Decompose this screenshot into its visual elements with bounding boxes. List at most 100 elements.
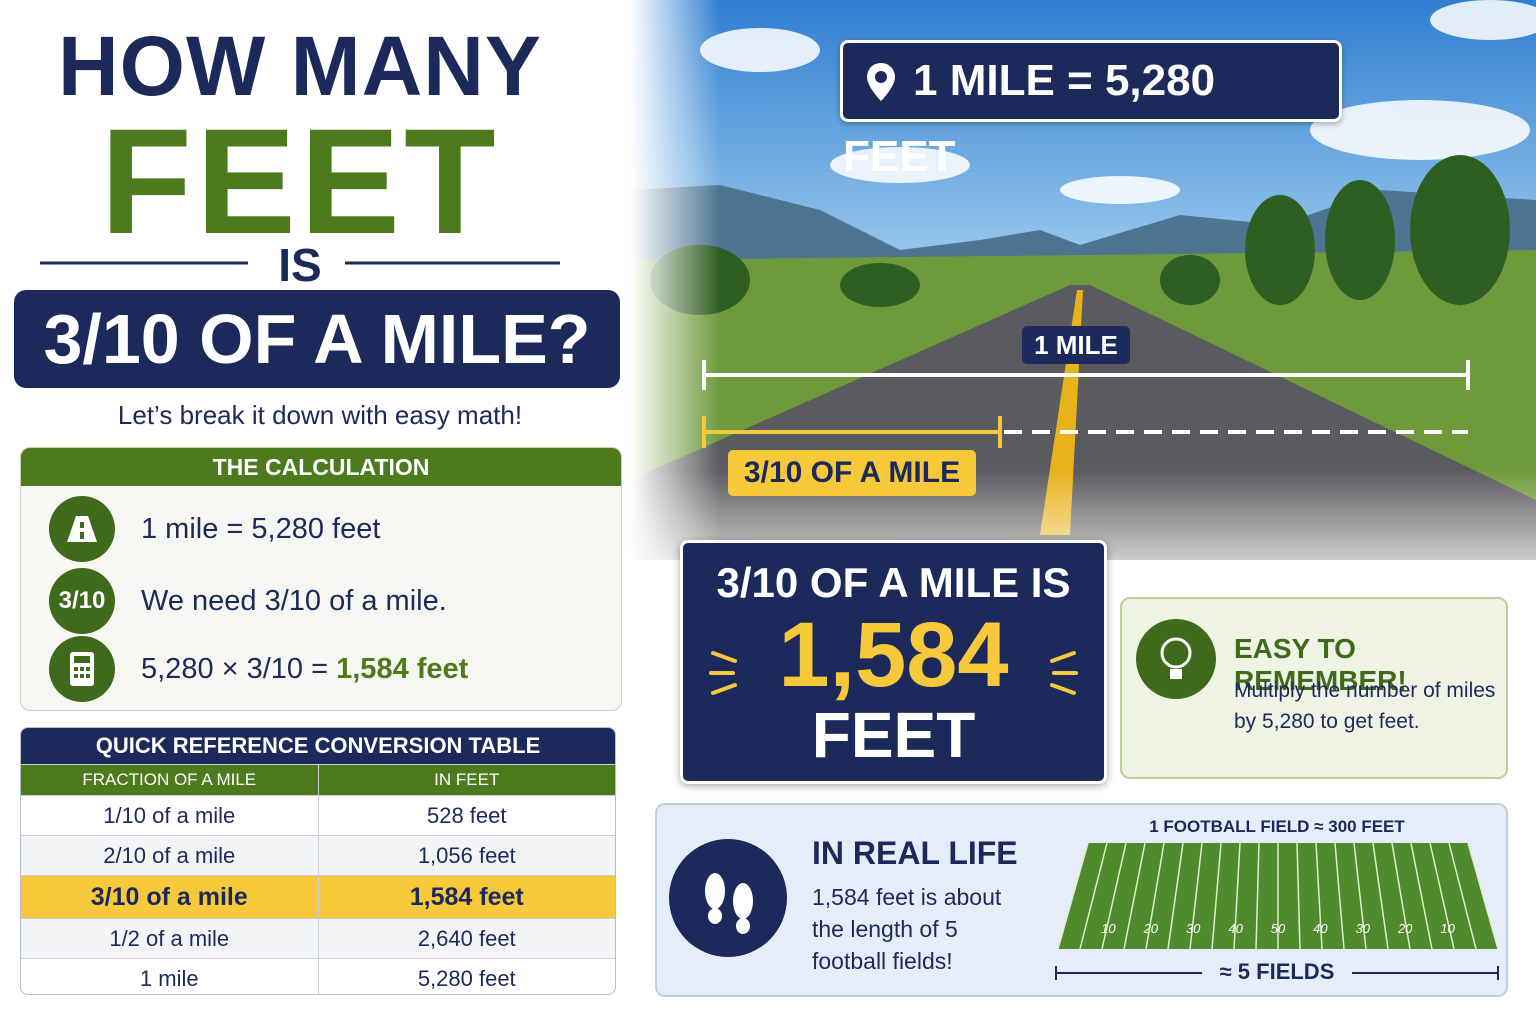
table-row: 1 mile 5,280 feet	[21, 958, 616, 994]
yard-number: 40	[1228, 921, 1243, 936]
table-cell: 3/10 of a mile	[90, 883, 248, 911]
road-icon	[49, 496, 115, 562]
bulb-icon	[1136, 619, 1216, 699]
header-cell: FRACTION OF A MILE	[82, 770, 257, 789]
title-line: FEET	[100, 97, 500, 265]
title-box: 3/10 OF A MILE?	[14, 290, 620, 388]
header-cell: IN FEET	[317, 765, 616, 795]
yard-line	[1211, 842, 1222, 950]
yard-numbers: 10 20 30 40 50 40 30 20 10	[1101, 921, 1455, 936]
yard-line	[1189, 842, 1203, 950]
title-line: HOW MANY	[58, 19, 542, 113]
yard-number: 40	[1313, 921, 1328, 936]
yard-number: 30	[1356, 921, 1371, 936]
table-cell: 2,640 feet	[317, 919, 616, 958]
clouds	[700, 0, 1536, 204]
calculator-icon	[49, 636, 115, 702]
table-row: 1/2 of a mile 2,640 feet	[21, 918, 615, 958]
yard-line	[1372, 842, 1389, 950]
answer: 1,584 feet	[336, 653, 469, 685]
step-text: 1 mile = 5,280 feet	[141, 513, 381, 545]
result-unit: FEET	[811, 699, 976, 771]
yard-line	[1167, 842, 1184, 950]
header-row: FRACTION OF A MILE IN FEET	[21, 764, 615, 795]
tip-card: EASY TO REMEMBER! Multiply the number of…	[1120, 597, 1508, 779]
result-number: 1,584	[778, 604, 1009, 706]
mile-label: 1 MILE	[1022, 326, 1130, 364]
table-row: 1/10 of a mile 528 feet	[21, 795, 615, 835]
yard-line	[1315, 842, 1323, 950]
result-card: 3/10 OF A MILE IS 1,584 FEET	[680, 540, 1107, 784]
yard-number: 10	[1440, 921, 1455, 936]
yard-line	[1391, 842, 1411, 950]
yard-line	[1296, 842, 1301, 950]
span-label: ≈ 5 FIELDS	[1219, 959, 1335, 984]
table-cell: 1/2 of a mile	[109, 926, 230, 951]
real-title: IN REAL LIFE	[812, 835, 1018, 871]
road-measures	[702, 360, 1470, 448]
icon-graphic	[1160, 637, 1192, 679]
yard-line	[1057, 842, 1089, 950]
yard-number: 20	[1143, 921, 1159, 936]
table-body: 1/10 of a mile 528 feet 2/10 of a mile 1,05…	[21, 795, 616, 994]
yard-line	[1255, 842, 1260, 950]
equation: 5,280 × 3/10 =	[141, 653, 337, 685]
icon-graphic	[70, 652, 94, 686]
table-cell: 1 mile	[139, 966, 199, 991]
football-field: 10 20 30 40 50 40 30 20 10	[1057, 842, 1499, 950]
yard-number: 20	[1397, 921, 1413, 936]
title-line: IS	[278, 239, 322, 291]
step: 5,280 × 3/10 = 1,584 feet	[49, 636, 609, 702]
yard-line	[1353, 842, 1367, 950]
card-header: THE CALCULATION	[21, 448, 621, 486]
table-cell: 5,280 feet	[317, 959, 616, 994]
part-label: 3/10 OF A MILE	[728, 450, 976, 496]
tip-title: EASY TO REMEMBER!	[1234, 633, 1407, 696]
pin-icon	[867, 63, 895, 101]
fraction-icon: 3/10	[49, 568, 115, 634]
result-line: 3/10 OF A MILE IS	[716, 559, 1071, 606]
step-text: We need 3/10 of a mile.	[141, 585, 447, 617]
calculation-card: THE CALCULATION 1 mile = 5,280 feet 3/10…	[20, 447, 622, 711]
title-line: 3/10 OF A MILE?	[43, 300, 591, 378]
tip-text: Multiply the number of miles by 5,280 to…	[1234, 679, 1496, 733]
yard-line	[1429, 842, 1455, 950]
yard-lines	[1057, 842, 1499, 950]
yard-line	[1123, 842, 1146, 950]
burst	[709, 651, 1078, 695]
table-row: 2/10 of a mile 1,056 feet	[21, 835, 615, 875]
subtitle: Let’s break it down with easy math!	[117, 400, 523, 430]
table-cell: 1/10 of a mile	[103, 803, 236, 828]
table-cell: 2/10 of a mile	[103, 843, 236, 868]
yard-line	[1410, 842, 1433, 950]
step-text: 5,280 × 3/10 = 1,584 feet	[141, 636, 468, 702]
yard-number: 10	[1101, 921, 1116, 936]
table-row: 3/10 of a mile 1,584 feet	[21, 875, 615, 918]
field-caption: 1 FOOTBALL FIELD ≈ 300 FEET	[1149, 817, 1405, 836]
table-title: QUICK REFERENCE CONVERSION TABLE	[21, 728, 615, 764]
yard-line	[1334, 842, 1345, 950]
real-text: 1,584 feet is about the length of 5 foot…	[812, 884, 1002, 974]
table-cell: 1,056 feet	[317, 836, 616, 875]
real-life-card: IN REAL LIFE 1,584 feet is about the len…	[655, 803, 1508, 997]
yard-number: 50	[1271, 921, 1286, 936]
table-cell: 1,584 feet	[317, 876, 616, 918]
yard-number: 30	[1186, 921, 1201, 936]
span-bracket	[1055, 966, 1499, 980]
step: 1 mile = 5,280 feet	[49, 496, 609, 562]
icon-graphic	[705, 873, 753, 934]
yard-line	[1079, 842, 1108, 950]
conversion-table: QUICK REFERENCE CONVERSION TABLE FRACTIO…	[20, 727, 616, 995]
banner-text: 1 MILE = 5,280 FEET	[843, 56, 1216, 181]
icon-graphic	[67, 516, 97, 542]
banner: 1 MILE = 5,280 FEET	[840, 40, 1342, 181]
yard-line	[1233, 842, 1241, 950]
yard-line	[1467, 842, 1499, 950]
yard-line	[1145, 842, 1165, 950]
step: 3/10 We need 3/10 of a mile.	[49, 568, 609, 634]
footprints-icon	[669, 839, 787, 957]
table-cell: 528 feet	[317, 796, 616, 835]
yard-line	[1101, 842, 1127, 950]
yard-line	[1448, 842, 1477, 950]
